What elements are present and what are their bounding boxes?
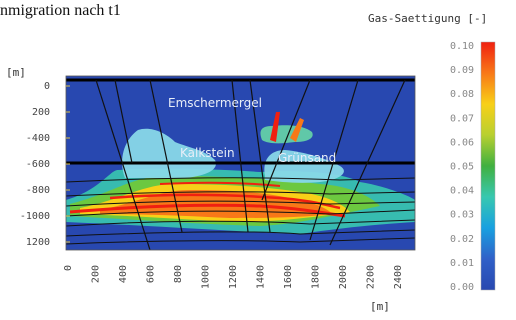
x-tick-label: 2200 [366, 265, 377, 289]
x-tick-label: 1000 [201, 265, 212, 289]
x-tick-label: 200 [91, 265, 102, 283]
colorbar-tick-label: 0.06 [450, 137, 474, 148]
plume-red-band-1 [69, 203, 346, 218]
colorbar-tick-label: 0.02 [450, 234, 474, 245]
y-tick-label: 0 [44, 81, 50, 92]
layer-line [66, 191, 415, 197]
y-tick-label: -1000 [20, 211, 50, 222]
colorbar-tick-label: 0.07 [450, 113, 474, 124]
y-tick-label: -800 [26, 185, 50, 196]
fault-line [329, 79, 406, 246]
x-axis-label: [m] [370, 300, 390, 313]
y-axis-label: [m] [6, 66, 26, 79]
layer-lines [66, 177, 415, 245]
plume-red-spike-2 [290, 118, 304, 142]
x-tick-label: 2000 [338, 265, 349, 289]
x-tick-label: 2400 [393, 265, 404, 289]
x-tick-label: 600 [146, 265, 157, 283]
x-tick-label: 1800 [311, 265, 322, 289]
layer-line [66, 237, 415, 245]
fault-line [261, 79, 311, 201]
y-tick-label: 200 [32, 107, 50, 118]
y-tick-label: 1200 [26, 237, 50, 248]
fault-line [249, 79, 271, 233]
fault-line [114, 79, 133, 164]
colorbar-tick-label: 0.00 [450, 282, 474, 293]
fault-line [95, 79, 151, 250]
region-label-gruensand: Grünsand [278, 151, 336, 165]
y-tick-label: -400 [26, 133, 50, 144]
x-tick-label: 400 [118, 265, 129, 283]
x-tick-label: 1200 [228, 265, 239, 289]
fault-lines [95, 79, 406, 250]
layer-line [66, 219, 415, 227]
colorbar-tick-label: 0.03 [450, 210, 474, 221]
y-axis-ticks: 0 200 -400 -600 -800 -1000 1200 [20, 81, 70, 248]
plume-red-spike-1 [270, 112, 280, 142]
region-label-emschermergel: Emschermergel [168, 96, 262, 110]
fault-line [231, 79, 249, 233]
x-tick-label: 1400 [256, 265, 267, 289]
colorbar-title: Gas-Saettigung [-] [368, 12, 488, 25]
layer-line [66, 200, 415, 207]
colorbar-tick-label: 0.10 [450, 41, 474, 52]
x-tick-label: 1600 [283, 265, 294, 289]
colorbar-ticks: 0.10 0.09 0.08 0.07 0.06 0.05 0.04 0.03 0.02 0.01… [450, 41, 474, 293]
x-tick-label: 800 [173, 265, 184, 283]
region-label-kalkstein: Kalkstein [180, 146, 235, 160]
colorbar [480, 41, 496, 291]
colorbar-tick-label: 0.08 [450, 89, 474, 100]
colorbar-tick-label: 0.04 [450, 186, 474, 197]
colorbar-tick-label: 0.01 [450, 258, 474, 269]
layer-line [66, 209, 415, 217]
fault-line [149, 79, 183, 233]
x-axis-ticks: 0 200 400 600 800 1000 1200 1400 1600 1800 2000 220… [63, 265, 404, 289]
colorbar-tick-label: 0.09 [450, 65, 474, 76]
y-tick-label: -600 [26, 159, 50, 170]
layer-line [66, 229, 415, 237]
chart-title: nmigration nach t1 [0, 2, 121, 19]
layer-line [66, 177, 415, 183]
plot-frame [65, 75, 416, 251]
x-tick-label: 0 [63, 265, 74, 271]
colorbar-tick-label: 0.05 [450, 162, 474, 173]
plume-upper-left [122, 128, 216, 178]
plume-red-band-3 [159, 181, 281, 187]
plume-upper-right [264, 150, 344, 183]
fault-line [309, 79, 359, 241]
